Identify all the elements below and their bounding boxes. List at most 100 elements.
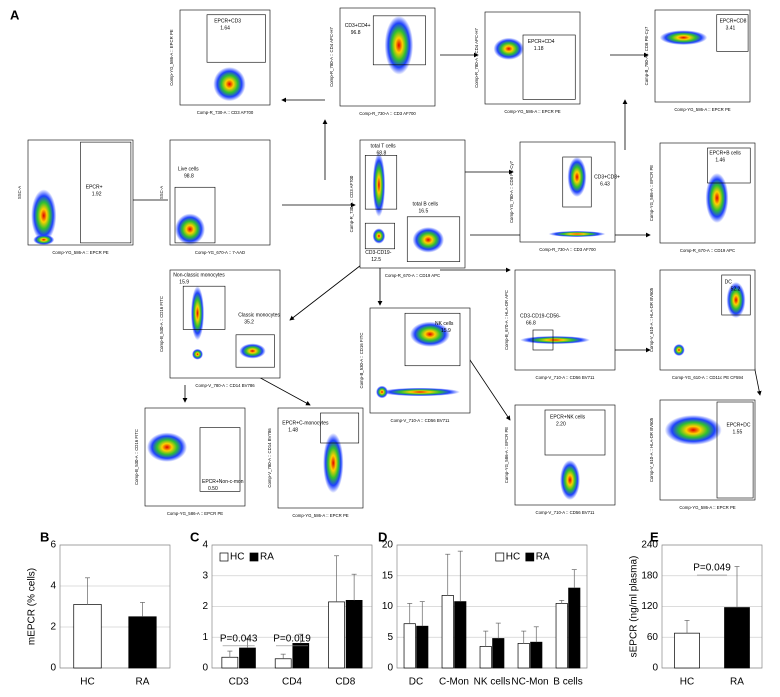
x-axis-label: Comp-R_730-A :: CD3 AF700 [359, 111, 416, 116]
x-axis-label: Comp-YG_670-A :: 7-AAD [195, 250, 245, 255]
bar [416, 625, 429, 669]
bar [128, 616, 157, 669]
gate-name: EPCR+C-monocytes [282, 420, 329, 426]
panel-label: C [190, 529, 200, 544]
gate-value: 1.18 [534, 46, 544, 52]
gate [206, 14, 266, 63]
density-cloud [175, 213, 205, 245]
x-axis-label: Comp-YG_586-A :: EPCR PE [504, 109, 560, 114]
gate-value: 3.41 [726, 25, 736, 31]
gate-name: EPCR+CD8 [720, 18, 747, 24]
plot-frame [484, 11, 581, 105]
x-tick-label: B cells [553, 677, 582, 688]
y-tick-label: 15 [382, 570, 394, 581]
gate-value: 96.8 [351, 30, 361, 36]
x-axis-label: Comp-YG_586-A :: EPCR PE [52, 250, 108, 255]
y-axis-label: Comp-B_530-A :: CD16 FITC [134, 429, 139, 485]
gate-value: 1.92 [92, 192, 102, 198]
gate [522, 34, 576, 100]
y-tick-label: 10 [382, 601, 394, 612]
x-axis-label: Comp-R_730-A :: CD3 AF700 [539, 247, 596, 252]
density-cloud [560, 460, 580, 500]
plot-frame [659, 399, 756, 501]
gate [235, 334, 275, 368]
y-tick-label: 5 [387, 632, 393, 643]
gate [174, 186, 216, 244]
density-cloud [323, 433, 344, 493]
legend-swatch [249, 552, 259, 562]
x-tick-label: RA [136, 677, 150, 688]
y-axis-label: Comp-R_780-A :: CD4 APC-H7 [329, 27, 334, 87]
density-cloud [380, 387, 460, 397]
gate-value: 68.8 [377, 151, 387, 157]
gate-name: CD3+CD8+ [594, 174, 620, 180]
gate-name: NK cells [435, 321, 454, 327]
gate-value: 98.8 [184, 174, 194, 180]
plot-frame [396, 544, 588, 669]
gate-name: EPCR+DC [727, 422, 751, 428]
gate [364, 222, 395, 250]
gate [182, 285, 226, 330]
gate-value: 15.9 [441, 328, 451, 334]
gate-value: 12.5 [371, 257, 381, 263]
x-tick-label: RA [730, 677, 744, 688]
gate [562, 156, 592, 208]
y-tick-label: 240 [641, 540, 658, 551]
bar [454, 601, 467, 669]
gate-name: EPCR+CD3 [214, 19, 241, 25]
y-tick-label: 0 [202, 663, 208, 674]
gate-value: 1.55 [733, 429, 743, 435]
density-cloud [213, 67, 246, 102]
y-tick-label: 6 [50, 540, 56, 551]
gate-value: 2.20 [556, 421, 566, 427]
x-axis-label: Comp-R_730-A :: CD3 AF700 [197, 110, 254, 115]
density-cloud [520, 336, 590, 344]
y-axis-label: Comp-B_670-A :: HLA-DR APC [504, 290, 509, 350]
bar [292, 643, 310, 669]
y-axis-label: Comp-V_610-A :: HLA-DR BV605 [649, 287, 654, 352]
y-tick-label: 20 [382, 540, 394, 551]
gate-name: EPCR+Non-c-mon [202, 479, 244, 485]
y-axis-label: mEPCR (% cells) [27, 568, 38, 645]
gate-value: 1.48 [288, 427, 298, 433]
gate-name: CD3+CD4+ [345, 23, 371, 29]
panel-label: E [650, 529, 659, 544]
x-axis-label: Comp-R_670-A :: CD19 APC [680, 248, 735, 253]
y-axis-label: sEPCR (ng/ml plasma) [629, 556, 640, 658]
legend-swatch [495, 552, 505, 562]
y-tick-label: 3 [202, 570, 208, 581]
legend-swatch [219, 552, 229, 562]
x-tick-label: CD3 [229, 677, 249, 688]
density-cloud [705, 173, 729, 223]
gate [721, 274, 751, 316]
gate-name: Live cells [178, 167, 199, 173]
gate-name: total T cells [371, 144, 397, 150]
density-cloud [673, 344, 685, 356]
density-cloud [376, 385, 388, 399]
bar [724, 607, 750, 669]
bar [674, 632, 700, 669]
density-cloud [412, 227, 444, 253]
plot-frame [211, 544, 373, 669]
x-axis-label: Comp-YG_586-A :: EPCR PE [167, 511, 223, 516]
legend-label: RA [536, 552, 550, 563]
x-axis-label: Comp-YG_586-A :: EPCR PE [674, 107, 730, 112]
gate-value: 1.46 [715, 157, 725, 163]
gate [199, 427, 241, 492]
y-tick-label: 180 [641, 570, 658, 581]
plot-frame [59, 544, 171, 669]
y-axis-label: Comp-YG_586-A :: EPCR PE [649, 165, 654, 221]
gate [372, 15, 426, 66]
y-tick-label: 1 [202, 632, 208, 643]
x-tick-label: CD8 [335, 677, 355, 688]
x-axis-label: Comp-YG_586-A :: EPCR PE [679, 505, 735, 510]
gate-value: 15.9 [179, 280, 189, 286]
gate-name: EPCR+NK cells [550, 414, 586, 420]
